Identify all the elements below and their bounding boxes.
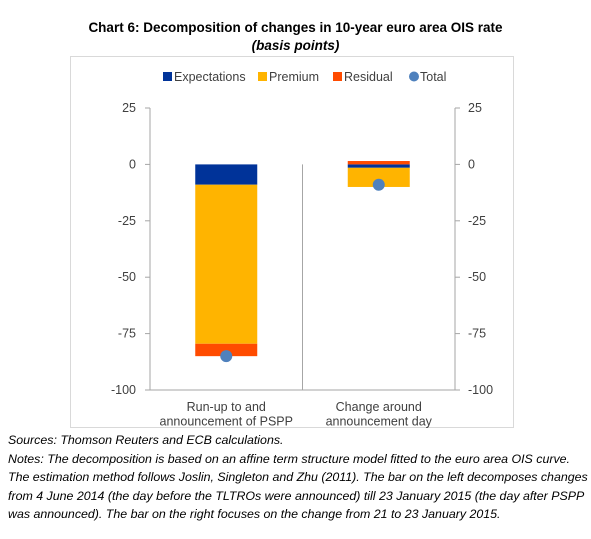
bar-premium-2 <box>347 167 410 187</box>
total-marker-1 <box>220 350 233 363</box>
y-tick-label-right: 25 <box>468 101 482 115</box>
y-tick-label-right: 0 <box>468 157 475 171</box>
x-category-label: announcement day <box>326 415 433 429</box>
legend-label: Total <box>420 70 446 84</box>
y-tick-label-right: -75 <box>468 327 486 341</box>
y-tick-label-right: -25 <box>468 214 486 228</box>
chart-frame <box>70 56 514 428</box>
x-category-label: Run-up to and <box>187 400 266 414</box>
x-category-label: announcement of PSPP <box>160 415 293 429</box>
stacked-bar-chart: 25 25 0 0 -25 -25 -50 -50 -75 -75 -100 -100 Run-up t… <box>111 70 493 429</box>
bar-premium-1 <box>195 184 258 344</box>
chart-notes: Sources: Thomson Reuters and ECB calcula… <box>8 431 588 524</box>
y-tick-label-right: -100 <box>468 383 493 397</box>
legend-label: Residual <box>344 70 393 84</box>
y-tick-label-left: -25 <box>118 214 136 228</box>
legend-swatch <box>409 71 419 82</box>
y-tick-label-left: -75 <box>118 327 136 341</box>
y-tick-label-left: 0 <box>129 157 136 171</box>
legend-swatch <box>163 72 172 81</box>
chart-title: Chart 6: Decomposition of changes in 10-… <box>88 20 503 35</box>
y-tick-label-left: -100 <box>111 383 136 397</box>
chart-subtitle: (basis points) <box>251 38 340 53</box>
x-category-label: Change around <box>336 400 422 414</box>
y-tick-label-left: -50 <box>118 270 136 284</box>
y-tick-label-left: 25 <box>122 101 136 115</box>
legend-swatch <box>333 72 342 81</box>
total-marker-2 <box>372 178 385 191</box>
bar-expectations-2 <box>347 164 410 168</box>
bar-residual-2 <box>347 161 410 165</box>
bar-expectations-1 <box>195 164 258 185</box>
legend-swatch <box>258 72 267 81</box>
methodology-note: Notes: The decomposition is based on an … <box>8 451 588 522</box>
legend-label: Expectations <box>174 70 246 84</box>
y-tick-label-right: -50 <box>468 270 486 284</box>
bar-residual-1 <box>195 343 258 357</box>
sources-note: Sources: Thomson Reuters and ECB calcula… <box>8 433 284 447</box>
legend-label: Premium <box>269 70 319 84</box>
